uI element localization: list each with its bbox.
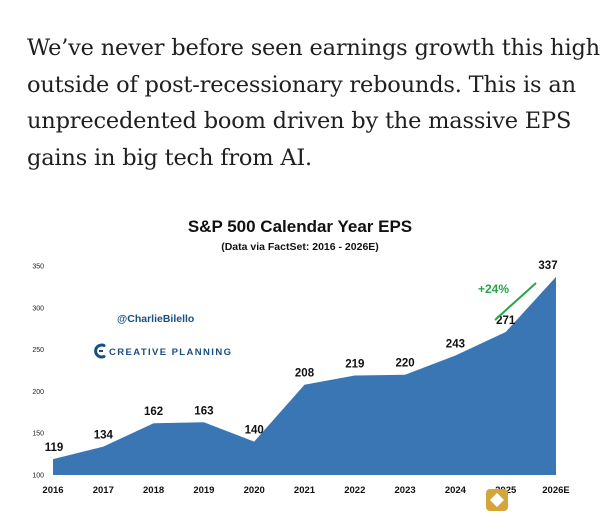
data-label: 134 xyxy=(94,430,114,442)
intro-line: outside of post-recessionary rebounds. T… xyxy=(27,71,576,98)
data-label: 220 xyxy=(396,358,415,370)
x-tick-label: 2022 xyxy=(344,485,365,496)
intro-line: gains in big tech from AI. xyxy=(27,144,313,171)
data-label: 243 xyxy=(446,339,465,351)
chart-subtitle: (Data via FactSet: 2016 - 2026E) xyxy=(221,241,379,253)
credit-handle: @CharlieBilello xyxy=(117,313,194,325)
creative-planning-logo: CREATIVE PLANNING xyxy=(94,343,232,359)
growth-annotation-text: +24% xyxy=(478,282,509,296)
x-tick-label: 2023 xyxy=(395,485,416,496)
x-tick-label: 2017 xyxy=(93,485,114,496)
creative-planning-icon xyxy=(94,343,106,359)
x-tick-label: 2018 xyxy=(143,485,164,496)
data-label: 140 xyxy=(245,425,264,437)
y-tick-label: 150 xyxy=(32,431,44,438)
data-label: 119 xyxy=(45,442,64,454)
intro-paragraph: We’ve never before seen earnings growth … xyxy=(27,30,600,176)
intro-line: We’ve never before seen earnings growth … xyxy=(27,35,600,61)
watermark: 金色财经 xyxy=(486,489,568,511)
y-tick-label: 300 xyxy=(32,305,44,312)
intro-line: unprecedented boom driven by the massive… xyxy=(27,108,572,134)
x-tick-label: 2019 xyxy=(193,485,214,496)
x-tick-label: 2020 xyxy=(244,485,265,496)
handle-text: @CharlieBilello xyxy=(117,313,194,325)
data-label: 208 xyxy=(295,368,315,380)
chart-title: S&P 500 Calendar Year EPS xyxy=(187,217,413,236)
x-tick-label: 2021 xyxy=(294,485,316,496)
data-label: 162 xyxy=(144,406,163,418)
x-tick-label: 2024 xyxy=(445,485,467,496)
brand-name: CREATIVE PLANNING xyxy=(109,347,232,358)
y-tick-label: 350 xyxy=(32,264,44,271)
data-label: 163 xyxy=(194,405,213,417)
x-tick-label: 2026E xyxy=(542,485,569,496)
growth-annotation: +24% xyxy=(478,282,537,321)
data-label: 219 xyxy=(345,359,364,371)
watermark-text: 金色财经 xyxy=(512,493,568,510)
eps-area-series xyxy=(53,276,556,475)
y-tick-label: 200 xyxy=(32,389,44,396)
y-tick-label: 250 xyxy=(32,347,44,354)
y-tick-label: 100 xyxy=(32,473,44,480)
data-label: 271 xyxy=(496,315,516,327)
data-label: 337 xyxy=(538,260,557,272)
growth-arrow-line xyxy=(494,282,537,321)
x-tick-label: 2016 xyxy=(42,485,63,496)
